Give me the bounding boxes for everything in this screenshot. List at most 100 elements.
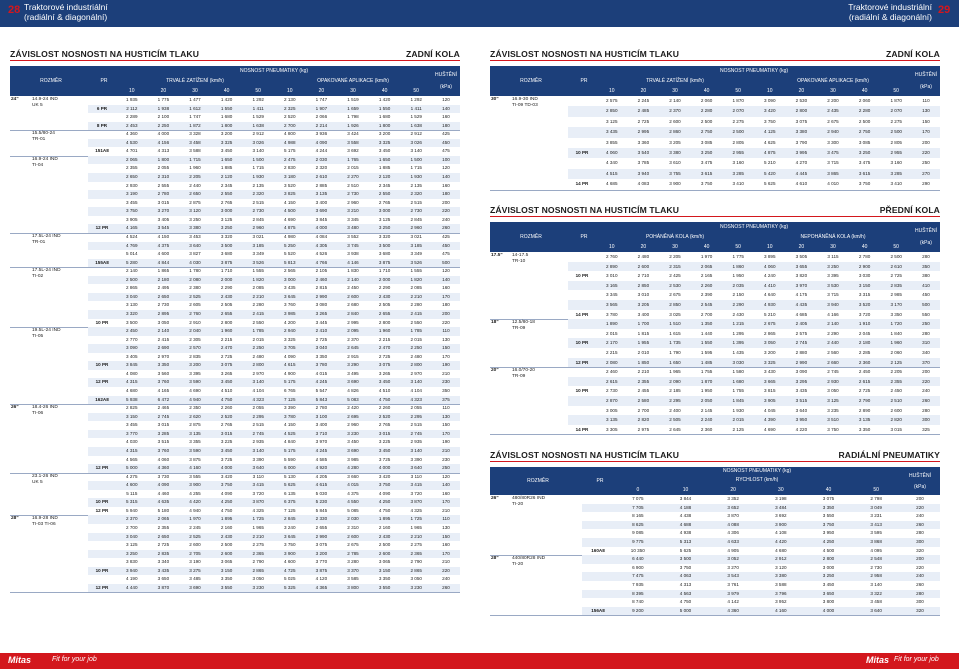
left-load-cell: 2 430 bbox=[220, 293, 233, 299]
right-s2-load-cell: 3 815 bbox=[764, 388, 776, 394]
right-s2-load-cell: 3 970 bbox=[795, 282, 808, 288]
left-load-cell: 3 845 bbox=[315, 216, 328, 222]
left-load-cell: 2 650 bbox=[189, 191, 201, 197]
right-s2-load-cell: 4 690 bbox=[764, 426, 776, 432]
left-load-cell: 2 415 bbox=[157, 336, 170, 342]
left-group-divider bbox=[10, 130, 460, 132]
left-load-cell: 4 060 bbox=[157, 456, 170, 462]
left-load-cell: 2 370 bbox=[347, 336, 359, 342]
right-s2-pressure-unit: (kPa) bbox=[920, 240, 932, 246]
left-tyre-size: 15.5/80-24 bbox=[32, 131, 55, 137]
left-load-cell: 2 345 bbox=[378, 182, 391, 188]
right-s3-pressure-unit: (kPa) bbox=[914, 483, 926, 490]
left-load-cell: 3 328 bbox=[189, 131, 201, 137]
left-load-cell: 3 445 bbox=[315, 319, 328, 325]
left-load-cell: 3 450 bbox=[378, 447, 391, 453]
right-s2-load-cell: 3 250 bbox=[827, 263, 839, 269]
left-load-cell: 3 640 bbox=[252, 465, 264, 471]
right-s2-load-cell: 2 710 bbox=[637, 273, 650, 279]
right-s3-load-cell: 4 088 bbox=[727, 521, 739, 527]
left-load-cell: 4 084 bbox=[315, 233, 328, 239]
left-load-cell: 2 610 bbox=[315, 174, 328, 180]
right-s3-load-cell: 3 049 bbox=[870, 504, 882, 510]
right-s1-load-cell: 3 250 bbox=[858, 150, 871, 155]
right-s3-table-row: 160A8 10 350 5 625 4 905 4 680 4 500 4 095 320 bbox=[582, 547, 940, 556]
left-load-cell: 2 960 bbox=[347, 199, 359, 205]
left-load-cell: 4 840 bbox=[284, 439, 296, 445]
left-load-cell: 2 655 bbox=[378, 311, 391, 316]
right-s2-load-cell: 3 530 bbox=[827, 282, 839, 288]
right-s1-load-cell: 3 085 bbox=[858, 139, 871, 145]
left-load-cell: 2 205 bbox=[189, 174, 201, 180]
left-table-row: 4 530 4 156 3 458 3 325 3 026 4 988 4 090 3 558… bbox=[88, 138, 460, 148]
left-load-cell: 2 520 bbox=[220, 413, 233, 419]
left-kpa-cell: 210 bbox=[442, 559, 450, 565]
left-tread-pattern: TI-05 bbox=[32, 334, 44, 340]
right-s1-right: ZADNÍ KOLA bbox=[886, 49, 940, 59]
left-load-cell: 3 800 bbox=[347, 584, 359, 590]
left-load-cell: 2 620 bbox=[189, 413, 201, 419]
left-load-cell: 3 140 bbox=[410, 379, 422, 385]
left-load-cell: 1 500 bbox=[252, 156, 264, 162]
right-s2-table-row: 3 565 3 205 2 850 2 545 2 290 4 930 4 435 3 940… bbox=[568, 300, 940, 310]
left-load-cell: 2 215 bbox=[220, 336, 233, 342]
left-load-cell: 3 770 bbox=[126, 430, 138, 436]
left-load-cell: 3 830 bbox=[126, 559, 138, 565]
right-s2-load-cell: 3 715 bbox=[827, 292, 839, 298]
left-load-cell: 2 912 bbox=[252, 131, 264, 137]
right-s1-table-row: 2 850 2 485 2 370 2 280 2 070 3 420 2 800 2 435… bbox=[568, 106, 940, 117]
left-load-cell: 4 146 bbox=[347, 259, 359, 265]
right-s1-load-cell: 1 870 bbox=[890, 98, 902, 103]
left-load-cell: 1 885 bbox=[378, 165, 391, 171]
left-load-cell: 4 165 bbox=[157, 388, 170, 394]
left-load-cell: 2 940 bbox=[284, 328, 296, 334]
right-s2-table-row: 3 005 2 700 2 400 2 145 1 930 4 045 3 640 3 235… bbox=[568, 406, 940, 416]
right-s3-load-cell: 3 380 bbox=[775, 573, 787, 579]
left-load-cell: 3 458 bbox=[189, 139, 201, 145]
left-load-cell: 3 940 bbox=[126, 567, 138, 573]
right-s3-load-cell: 9 085 bbox=[632, 530, 644, 536]
left-load-cell: 4 200 bbox=[284, 319, 296, 325]
right-s1-group: NOSNOST PNEUMATIKY (kg) bbox=[719, 68, 789, 74]
right-s2-load-cell: 2 505 bbox=[669, 417, 681, 423]
right-s1-load-cell: 3 475 bbox=[858, 160, 871, 166]
left-load-cell: 3 875 bbox=[315, 567, 328, 573]
left-load-cell: 4 365 bbox=[315, 584, 328, 590]
left-load-cell: 2 015 bbox=[410, 336, 422, 342]
left-load-cell: 7 125 bbox=[284, 396, 296, 402]
left-kpa-cell: 250 bbox=[442, 465, 450, 471]
right-s2-load-cell: 2 125 bbox=[890, 359, 902, 365]
right-s2-load-cell: 3 150 bbox=[858, 282, 871, 288]
left-load-cell: 2 725 bbox=[220, 353, 233, 359]
right-s1-load-cell: 3 865 bbox=[827, 170, 839, 176]
left-load-cell: 4 090 bbox=[220, 490, 233, 496]
right-s1-speed-7: 30 bbox=[830, 88, 836, 94]
right-s2-load-cell: 3 895 bbox=[764, 254, 776, 259]
right-s3-load-cell: 2 730 bbox=[870, 564, 882, 570]
right-s2-load-cell: 4 220 bbox=[795, 426, 808, 432]
left-load-cell: 2 030 bbox=[347, 516, 359, 522]
left-header-line1: Traktorové industriální bbox=[24, 2, 108, 12]
left-col-pr: PR bbox=[100, 78, 108, 84]
left-speed-0: 10 bbox=[129, 88, 135, 94]
right-s2-load-cell: 1 815 bbox=[637, 330, 650, 336]
left-load-cell: 3 420 bbox=[378, 473, 391, 479]
left-load-cell: 4 510 bbox=[378, 388, 391, 394]
left-load-cell: 2 600 bbox=[220, 550, 233, 556]
right-s1-speed-8: 40 bbox=[861, 88, 868, 94]
right-s3-load-cell: 5 625 bbox=[679, 547, 692, 553]
left-load-cell: 2 140 bbox=[126, 268, 138, 274]
right-s2-load-cell: 2 545 bbox=[700, 302, 713, 307]
right-s2-table-row: 2 760 2 480 2 205 1 970 1 775 3 895 3 505 3 115… bbox=[568, 252, 940, 262]
left-load-cell: 2 780 bbox=[315, 405, 328, 411]
right-s2-load-cell: 1 395 bbox=[732, 340, 744, 346]
left-load-cell: 2 745 bbox=[410, 430, 422, 436]
left-load-cell: 2 915 bbox=[347, 353, 359, 359]
left-table-row: 10 PR 5 315 4 635 4 420 4 250 3 870 6 375 5 230… bbox=[88, 498, 460, 507]
left-load-cell: 2 690 bbox=[157, 345, 170, 351]
left-table-row: 4 524 4 150 3 453 3 320 3 021 4 980 4 084 3 552… bbox=[88, 233, 460, 242]
left-load-cell: 4 525 bbox=[284, 430, 296, 436]
right-s1-load-cell: 2 370 bbox=[669, 108, 681, 114]
left-load-cell: 2 480 bbox=[410, 353, 422, 359]
right-s2-group: NOSNOST PNEUMATIKY (kg) bbox=[719, 224, 789, 230]
